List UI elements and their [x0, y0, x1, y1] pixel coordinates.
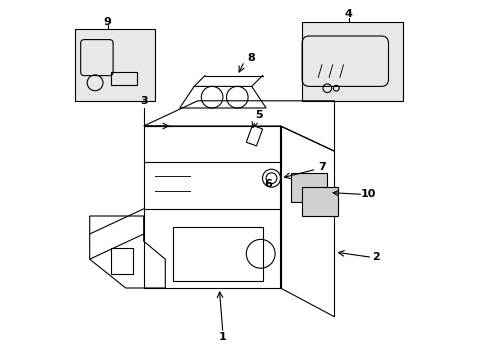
Text: 4: 4 [344, 9, 352, 19]
Bar [172, 227, 262, 281]
Bar [75, 29, 154, 101]
Bar [302, 22, 402, 101]
Text: 6: 6 [264, 179, 271, 189]
Bar [302, 187, 337, 216]
Text: 7: 7 [317, 162, 325, 172]
Text: 2: 2 [371, 252, 379, 262]
Text: 5: 5 [255, 110, 262, 120]
Bar [111, 248, 133, 274]
Bar [291, 173, 326, 202]
Text: 1: 1 [219, 332, 226, 342]
Bar [111, 72, 136, 85]
Text: 3: 3 [140, 96, 147, 106]
Text: 8: 8 [247, 53, 255, 63]
Bar [246, 125, 262, 146]
Text: 10: 10 [360, 189, 376, 199]
Text: 9: 9 [103, 17, 111, 27]
